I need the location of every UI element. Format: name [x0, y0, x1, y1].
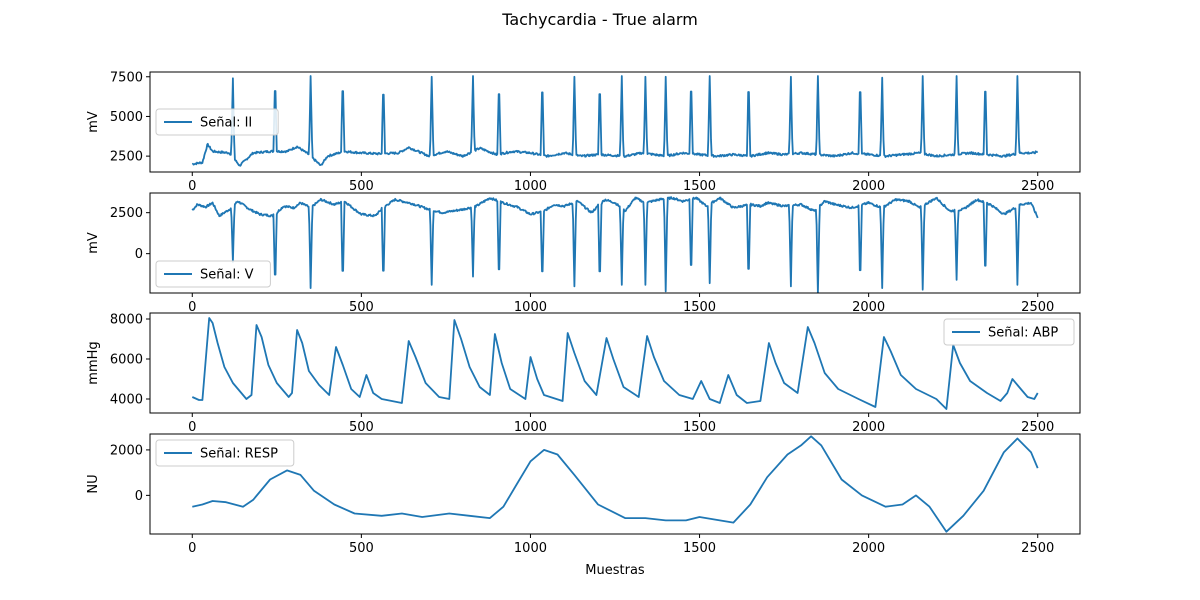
- x-tick-label: 0: [188, 420, 196, 435]
- x-tick-label: 500: [349, 420, 374, 435]
- y-tick-label: 4000: [110, 393, 143, 408]
- x-tick-label: 2000: [852, 179, 885, 194]
- y-axis-label: mV: [86, 111, 101, 133]
- legend-box: [155, 439, 295, 467]
- series-line: [191, 317, 1039, 410]
- x-tick-label: 2500: [1021, 541, 1054, 556]
- series-line: [191, 196, 1039, 293]
- legend-label: Señal: V: [200, 268, 254, 283]
- x-tick-label: 1000: [514, 541, 547, 556]
- legend-box: [943, 318, 1075, 346]
- y-tick-label: 8000: [110, 313, 143, 328]
- x-tick-label: 1500: [683, 541, 716, 556]
- y-tick-label: 6000: [110, 353, 143, 368]
- x-axis-label: Muestras: [585, 563, 645, 578]
- y-tick-label: 2500: [110, 206, 143, 221]
- x-tick-label: 1500: [683, 300, 716, 315]
- legend-box: [155, 260, 271, 288]
- x-tick-label: 2500: [1021, 300, 1054, 315]
- y-tick-label: 0: [135, 489, 143, 504]
- x-tick-label: 2500: [1021, 179, 1054, 194]
- panel-1: 0 500 1000 1500 2000 2500 2500 5000 7500 mV Señal:…: [86, 70, 1081, 194]
- legend: Señal: ABP: [943, 318, 1075, 346]
- y-tick-label: 2000: [110, 443, 143, 458]
- x-tick-label: 0: [188, 541, 196, 556]
- panel-3: 0 500 1000 1500 2000 2500 4000 6000 8000 mmHg Seña…: [86, 312, 1081, 435]
- x-tick-label: 1000: [514, 179, 547, 194]
- y-tick-label: 2500: [110, 150, 143, 165]
- x-tick-label: 500: [349, 300, 374, 315]
- x-tick-label: 2000: [852, 541, 885, 556]
- panel-2: 0 500 1000 1500 2000 2500 0 2500 mV Señal: V: [86, 192, 1081, 315]
- axes-frame: [149, 312, 1081, 414]
- x-tick-label: 2500: [1021, 420, 1054, 435]
- x-tick-label: 0: [188, 179, 196, 194]
- axes-frame: [149, 71, 1081, 173]
- series-line: [192, 435, 1039, 533]
- axes-frame: [149, 192, 1081, 294]
- y-tick-label: 7500: [110, 70, 143, 85]
- x-tick-label: 1000: [514, 420, 547, 435]
- legend: Señal: II: [155, 108, 279, 136]
- chart-title: Tachycardia - True alarm: [501, 10, 698, 29]
- x-tick-label: 2000: [852, 300, 885, 315]
- panel-4: 0 500 1000 1500 2000 2500 0 2000 NU Señal: RESP: [86, 433, 1081, 556]
- legend-label: Señal: ABP: [988, 326, 1058, 341]
- y-tick-label: 5000: [110, 110, 143, 125]
- x-tick-label: 500: [349, 179, 374, 194]
- x-tick-label: 0: [188, 300, 196, 315]
- y-axis-label: mmHg: [86, 341, 101, 384]
- x-tick-label: 1500: [683, 420, 716, 435]
- y-axis-label: mV: [86, 232, 101, 254]
- y-axis-label: NU: [86, 474, 101, 493]
- legend: Señal: RESP: [155, 439, 295, 467]
- legend: Señal: V: [155, 260, 271, 288]
- axes-frame: [149, 433, 1081, 535]
- x-tick-label: 1000: [514, 300, 547, 315]
- legend-box: [155, 108, 279, 136]
- x-tick-label: 500: [349, 541, 374, 556]
- x-tick-label: 1500: [683, 179, 716, 194]
- legend-label: Señal: II: [200, 116, 252, 131]
- legend-label: Señal: RESP: [200, 447, 278, 462]
- y-tick-label: 0: [135, 247, 143, 262]
- series-line: [191, 75, 1039, 167]
- x-tick-label: 2000: [852, 420, 885, 435]
